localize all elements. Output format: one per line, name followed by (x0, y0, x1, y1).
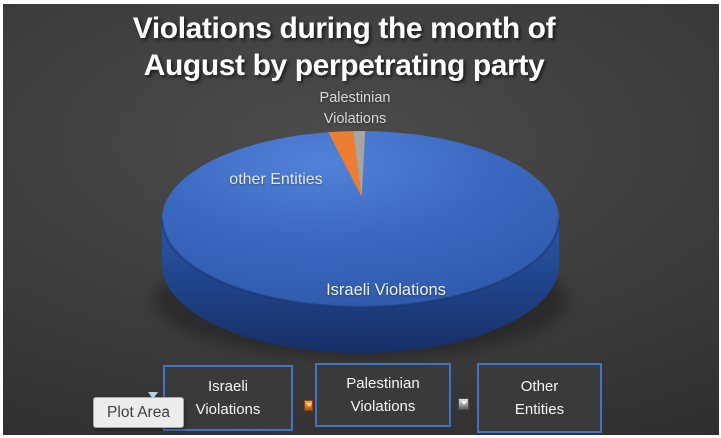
other-slice[interactable] (353, 131, 366, 197)
palestinian-legend-marker-icon[interactable] (304, 400, 313, 411)
legend-palestinian-line1: Palestinian (346, 375, 420, 392)
legend-box-israeli[interactable]: Israeli Violations (163, 365, 293, 431)
legend-israeli-line1: Israeli (207, 378, 248, 395)
selection-arrow-icon (148, 392, 158, 399)
palestinian-slice-label[interactable]: Palestinian Violations (275, 88, 435, 130)
palestinian-slice-label-line2: Violations (323, 111, 387, 127)
front-rim-shade (160, 218, 561, 309)
marker-bevel-icon (460, 401, 467, 405)
plot-area-tooltip: Plot Area (93, 397, 184, 428)
other-entities-slice-label[interactable]: other Entities (229, 171, 323, 188)
plot-area-tooltip-label: Plot Area (107, 403, 170, 421)
other-legend-marker-icon[interactable] (458, 398, 469, 410)
palestinian-slice[interactable] (328, 131, 362, 197)
israeli-slice-label[interactable]: Israeli Violations (326, 281, 446, 299)
israeli-slice[interactable] (162, 131, 559, 307)
slide-background: Violations during the month of August by… (3, 4, 719, 435)
legend-other-line1: Other (520, 378, 559, 395)
legend-box-other[interactable]: Other Entities (477, 363, 602, 433)
pie-chart (154, 131, 568, 358)
palestinian-slice-label-line1: Palestinian (319, 90, 391, 106)
marker-bevel-icon (305, 403, 312, 407)
pie-side-face[interactable] (162, 219, 559, 354)
legend-israeli-line2: Violations (195, 401, 261, 418)
chart-area: Violations during the month of August by… (3, 4, 719, 435)
legend-palestinian-line2: Violations (350, 398, 416, 415)
legend-box-palestinian[interactable]: Palestinian Violations (315, 363, 451, 427)
legend-other-line2: Entities (514, 401, 565, 418)
chart-title-line1: Violations during the month of (132, 12, 556, 45)
chart-title[interactable]: Violations during the month of August by… (3, 10, 688, 84)
chart-title-line2: August by perpetrating party (143, 49, 545, 82)
